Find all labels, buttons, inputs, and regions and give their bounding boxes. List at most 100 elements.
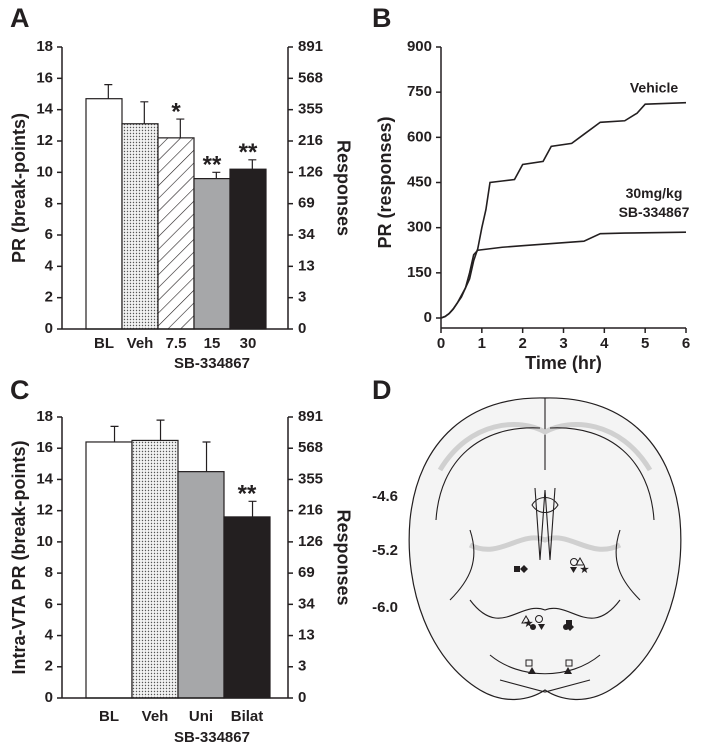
x-tick-label: Veh (142, 708, 169, 725)
y-tick-label: 10 (36, 533, 53, 550)
y-tick-label: 14 (36, 470, 53, 487)
error-bar (156, 419, 165, 441)
x-tick-label: BL (94, 335, 114, 352)
y-tick-label: 750 (407, 83, 432, 100)
y2-tick-label: 13 (298, 257, 315, 274)
x-tick-label: 5 (641, 335, 649, 352)
y2-tick-label: 126 (298, 163, 323, 180)
bar (193, 178, 231, 330)
y-tick-label: 16 (36, 439, 53, 456)
line (440, 231, 687, 319)
y2-tick-label: 3 (298, 289, 306, 306)
panel-letter: C (10, 375, 30, 405)
y-tick-label: 0 (424, 309, 432, 326)
y-tick-label: 10 (36, 163, 53, 180)
series-label: Vehicle (630, 79, 678, 95)
error-bar (202, 441, 211, 472)
x-tick-label: Bilat (231, 708, 264, 725)
y-tick-label: 300 (407, 219, 432, 236)
error-bar (110, 425, 119, 442)
y2-axis-title: Responses (333, 140, 353, 236)
x-tick-label: 0 (437, 335, 445, 352)
y2-tick-label: 355 (298, 470, 323, 487)
bar (223, 516, 271, 699)
y-tick-label: 8 (45, 564, 53, 581)
y-tick-label: 0 (45, 320, 53, 337)
y2-tick-label: 216 (298, 502, 323, 519)
x-tick-label: Veh (127, 335, 154, 352)
panel-letter: D (372, 375, 392, 405)
y2-tick-label: 69 (298, 564, 315, 581)
series-label: SB-334867 (619, 204, 690, 220)
x-tick-label: 6 (682, 335, 690, 352)
y2-tick-label: 891 (298, 38, 323, 55)
svg-text:★: ★ (580, 565, 589, 576)
y2-tick-label: 0 (298, 689, 306, 706)
y-tick-label: 6 (45, 595, 53, 612)
y2-tick-label: 0 (298, 320, 306, 337)
svg-text:★: ★ (524, 619, 533, 630)
y-tick-label: 18 (36, 408, 53, 425)
y2-tick-label: 34 (298, 595, 315, 612)
error-bar (212, 171, 221, 179)
y-tick-label: 12 (36, 502, 53, 519)
y-tick-label: 12 (36, 132, 53, 149)
y-tick-label: 0 (45, 689, 53, 706)
y2-tick-label: 126 (298, 533, 323, 550)
y2-tick-label: 13 (298, 627, 315, 644)
x-tick-label: 30 (240, 335, 257, 352)
y-tick-label: 2 (45, 289, 53, 306)
y2-tick-label: 3 (298, 658, 306, 675)
group-label: SB-334867 (174, 729, 250, 746)
bar (229, 168, 267, 330)
series-label: 30mg/kg (626, 185, 683, 201)
group-label: SB-334867 (174, 355, 250, 372)
bar (85, 441, 133, 699)
x-tick-label: 4 (600, 335, 609, 352)
panel-letter: B (372, 3, 392, 33)
y-axis-title: PR (break-points) (9, 113, 29, 263)
y2-tick-label: 216 (298, 132, 323, 149)
y2-tick-label: 891 (298, 408, 323, 425)
x-tick-label: Uni (189, 708, 213, 725)
y-tick-label: 2 (45, 658, 53, 675)
x-tick-label: 7.5 (166, 335, 187, 352)
x-tick-label: 3 (559, 335, 567, 352)
bar (177, 471, 225, 699)
level-label: -4.6 (372, 488, 398, 505)
y2-tick-label: 34 (298, 226, 315, 243)
error-bar (248, 159, 257, 170)
significance: * (171, 98, 181, 125)
y-tick-label: 600 (407, 128, 432, 145)
y2-tick-label: 568 (298, 69, 323, 86)
y2-tick-label: 568 (298, 439, 323, 456)
bar (85, 98, 123, 330)
error-bar (140, 101, 149, 124)
error-bar (104, 84, 113, 99)
x-axis-title: Time (hr) (525, 353, 602, 373)
error-bar (176, 118, 185, 138)
significance: ** (239, 139, 258, 166)
bar (157, 137, 195, 330)
level-label: -5.2 (372, 542, 398, 559)
error-bar (248, 500, 257, 517)
x-tick-label: 15 (204, 335, 221, 352)
bar (121, 123, 159, 330)
y-tick-label: 6 (45, 226, 53, 243)
y-tick-label: 450 (407, 173, 432, 190)
y2-tick-label: 355 (298, 101, 323, 118)
y-axis-title: PR (responses) (375, 116, 395, 248)
y-tick-label: 4 (45, 257, 54, 274)
y-tick-label: 900 (407, 38, 432, 55)
bar (131, 439, 179, 699)
panel-letter: A (10, 3, 30, 33)
y-tick-label: 18 (36, 38, 53, 55)
y-tick-label: 8 (45, 195, 53, 212)
level-label: -6.0 (372, 599, 398, 616)
x-tick-label: 1 (478, 335, 486, 352)
brain-diagram: ★ ★ (408, 397, 682, 701)
y-tick-label: 4 (45, 627, 54, 644)
y-tick-label: 14 (36, 101, 53, 118)
